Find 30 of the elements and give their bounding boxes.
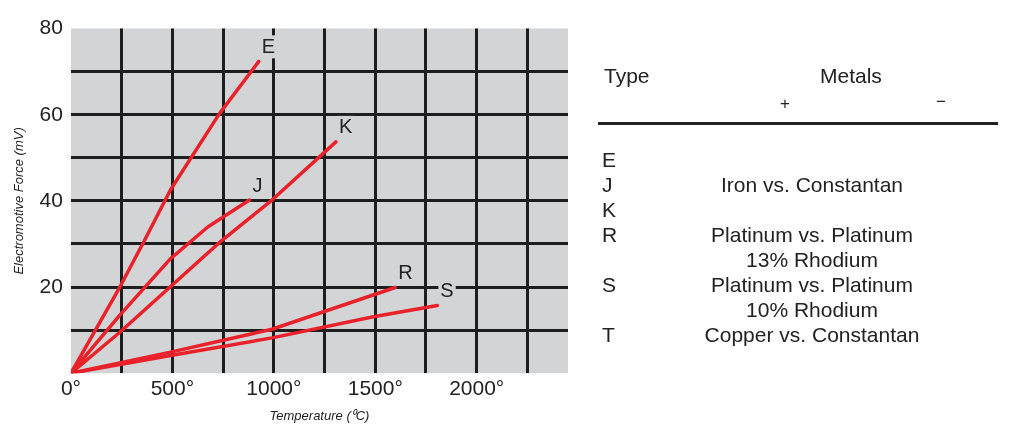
category-label: S	[601, 272, 617, 298]
text: Platinum vs. Platinum 10% Rhodium	[711, 273, 913, 321]
category-label: K	[601, 197, 617, 222]
text: −	[936, 92, 946, 112]
category-label: J	[601, 172, 614, 197]
series-label: E	[261, 34, 276, 57]
x-tick-label: 0°	[60, 375, 81, 399]
series-label: J	[252, 173, 263, 196]
y-tick-label: 60	[39, 101, 63, 125]
x-tick-label: 500°	[150, 375, 195, 399]
y-tick-label: 80	[39, 15, 63, 39]
text: Type	[604, 64, 650, 88]
series-label: R	[398, 261, 413, 283]
category-label: T	[601, 322, 616, 347]
category-label: R	[601, 222, 619, 248]
x-tick-label: 1500°	[347, 375, 403, 399]
text: Iron vs. Constantan	[720, 173, 904, 196]
text: Copper vs. Constantan	[704, 323, 920, 346]
x-axis-title: Temperature (⁰C)	[269, 407, 370, 423]
text: +	[780, 94, 790, 114]
x-tick-label: 1000°	[246, 375, 302, 399]
category-label: E	[601, 147, 617, 172]
text: Metals	[820, 64, 882, 88]
y-tick-label: 20	[39, 273, 63, 297]
series-label: S	[440, 279, 454, 302]
y-axis-title: Electromotive Force (mV)	[11, 127, 27, 275]
text: Platinum vs. Platinum 13% Rhodium	[711, 223, 913, 271]
x-tick-label: 2000°	[449, 375, 505, 399]
y-tick-label: 40	[39, 187, 63, 211]
series-label: K	[338, 115, 353, 138]
